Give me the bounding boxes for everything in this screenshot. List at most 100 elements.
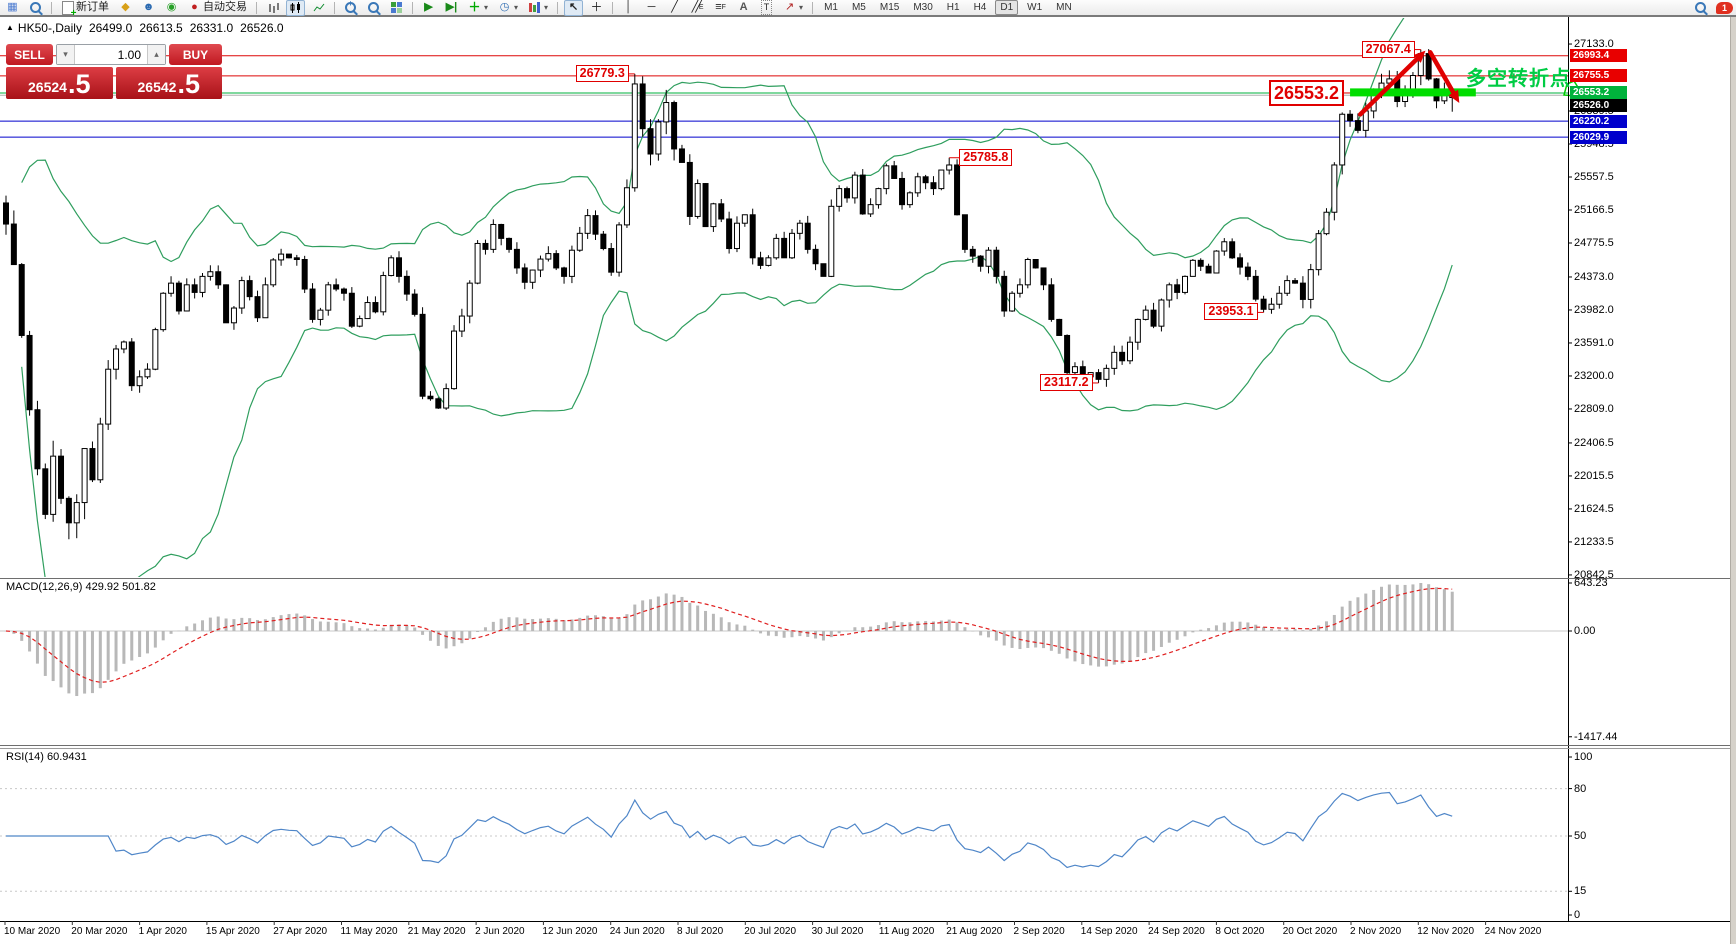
toolbar-separator xyxy=(612,1,614,14)
tile-windows-button[interactable] xyxy=(387,0,406,16)
scroll-right-icon: ▶ xyxy=(424,1,433,13)
date-axis-label: 24 Jun 2020 xyxy=(609,926,665,937)
sell-price-fraction: .5 xyxy=(67,69,91,99)
zoom-out-icon: − xyxy=(367,0,380,14)
vertical-line-tool-button[interactable]: │ xyxy=(619,0,638,16)
price-annotation: 25785.8 xyxy=(959,148,1013,166)
tiles-icon xyxy=(390,1,403,14)
price-axis-tick: 25557.5 xyxy=(1574,171,1614,183)
price-axis-tick: 25166.5 xyxy=(1574,204,1614,216)
date-axis-label: 2 Jun 2020 xyxy=(475,926,525,937)
window-edge-scrollbar[interactable] xyxy=(1730,15,1736,944)
price-axis-tick: 22015.5 xyxy=(1574,469,1614,482)
metaeditor-button[interactable]: ◆ xyxy=(116,0,135,16)
sell-price[interactable]: 26524 .5 xyxy=(6,67,113,99)
buy-button[interactable]: BUY xyxy=(169,44,222,65)
letter-a-icon: A xyxy=(739,1,748,13)
price-axis-tick: 24775.5 xyxy=(1574,237,1614,249)
price-annotation: 26553.2 xyxy=(1268,79,1345,106)
buy-price-fraction: .5 xyxy=(177,69,200,99)
bar-chart-mode-button[interactable] xyxy=(263,0,282,16)
new-order-label: 新订单 xyxy=(76,1,109,13)
clock-icon: ◷ xyxy=(499,1,510,13)
price-badge: 26993.4 xyxy=(1570,49,1627,63)
notification-badge[interactable]: 1 xyxy=(1716,1,1733,14)
date-axis-label: 30 Jul 2020 xyxy=(811,926,864,937)
toolbar-right-group: 1 xyxy=(1691,0,1736,16)
auto-scroll-button[interactable]: ▶ xyxy=(419,0,438,16)
cursor-icon: ↖ xyxy=(568,1,579,13)
price-badge: 26526.0 xyxy=(1570,98,1627,112)
toolbar-separator xyxy=(51,1,52,14)
zoom-out-button[interactable]: − xyxy=(364,0,383,16)
line-chart-mode-button[interactable] xyxy=(309,0,328,16)
arrows-tool-button[interactable]: ↗ ▾ xyxy=(780,0,806,16)
chart-window-icon: ▦ xyxy=(7,1,18,13)
date-axis-label: 2 Sep 2020 xyxy=(1013,926,1065,937)
timeframe-m30-button[interactable]: M30 xyxy=(913,2,933,13)
price-badge: 26553.2 xyxy=(1570,86,1627,100)
date-axis-label: 21 May 2020 xyxy=(407,926,466,937)
volume-decrease-button[interactable] xyxy=(57,45,75,64)
date-axis-label: 15 Apr 2020 xyxy=(205,926,260,937)
price-axis-tick: 22809.0 xyxy=(1574,402,1614,415)
sell-button[interactable]: SELL xyxy=(6,44,53,65)
search-icon xyxy=(1694,1,1707,14)
rsi-axis-tick: 50 xyxy=(1574,830,1587,842)
price-axis-tick: 20842.5 xyxy=(1574,568,1614,581)
signals-button[interactable]: ◉ xyxy=(162,0,181,16)
timeframe-w1-button[interactable]: W1 xyxy=(1027,2,1043,13)
letter-t-icon: T xyxy=(760,0,773,15)
buy-price[interactable]: 26542 .5 xyxy=(115,67,222,99)
date-axis-label: 20 Jul 2020 xyxy=(744,926,797,937)
new-chart-button[interactable]: ▦ xyxy=(3,0,22,16)
search-button[interactable] xyxy=(1691,0,1710,16)
timeframe-mn-button[interactable]: MN xyxy=(1056,2,1072,13)
price-badge: 26220.2 xyxy=(1570,114,1627,128)
candle-chart-mode-button[interactable] xyxy=(286,0,305,16)
templates-menu-button[interactable]: ▾ xyxy=(525,0,551,16)
rsi-axis-tick: 15 xyxy=(1574,885,1587,898)
profiles-button[interactable] xyxy=(26,0,45,16)
ohlc-open: 26499.0 xyxy=(88,21,133,35)
zoom-in-icon: + xyxy=(344,0,357,14)
periods-menu-button[interactable]: ◷ ▾ xyxy=(495,0,521,16)
timeframe-m1-button[interactable]: M1 xyxy=(824,2,838,13)
crosshair-icon: ＋ xyxy=(590,0,603,14)
fibonacci-tool-button[interactable]: ≡ F xyxy=(711,0,730,16)
new-order-button[interactable]: + 新订单 xyxy=(58,0,112,18)
timeframe-d1-button[interactable]: D1 xyxy=(995,0,1019,15)
horizontal-line-tool-button[interactable]: ─ xyxy=(642,0,661,16)
add-indicator-button[interactable]: ＋ ▾ xyxy=(465,0,491,16)
date-axis-label: 8 Jul 2020 xyxy=(677,926,724,937)
date-axis-label: 24 Sep 2020 xyxy=(1148,926,1205,937)
cursor-tool-button[interactable]: ↖ xyxy=(564,0,584,16)
price-axis-tick: 23982.0 xyxy=(1574,303,1614,316)
crosshair-tool-button[interactable]: ＋ xyxy=(587,0,606,16)
date-axis-label: 8 Oct 2020 xyxy=(1215,926,1265,937)
text-label-tool-button[interactable]: T xyxy=(757,0,776,16)
ohlc-low: 26331.0 xyxy=(189,21,234,35)
price-axis-tick: 23200.0 xyxy=(1574,369,1614,382)
timeframe-m5-button[interactable]: M5 xyxy=(851,2,866,13)
date-axis-label: 20 Mar 2020 xyxy=(71,926,128,937)
volume-increase-button[interactable] xyxy=(147,45,165,64)
volume-value[interactable]: 1.00 xyxy=(117,47,141,62)
channel-tool-button[interactable]: ╱╱ E xyxy=(688,0,707,16)
date-axis-label: 11 May 2020 xyxy=(340,926,398,937)
terminal-button[interactable]: ☻ xyxy=(139,0,158,16)
trendline-tool-button[interactable]: ╱ xyxy=(665,0,684,16)
text-tool-button[interactable]: A xyxy=(734,0,753,16)
macd-indicator-label: MACD(12,26,9) 429.92 501.82 xyxy=(6,581,156,593)
timeframe-h4-button[interactable]: H4 xyxy=(973,2,987,13)
rsi-axis-tick: 80 xyxy=(1574,782,1587,795)
person-icon: ☻ xyxy=(142,1,155,13)
price-axis-tick: 27133.0 xyxy=(1574,38,1614,51)
zoom-in-button[interactable]: + xyxy=(341,0,360,16)
diamond-icon: ◆ xyxy=(121,1,130,13)
autotrading-button[interactable]: ● 自动交易 xyxy=(185,0,250,16)
timeframe-h1-button[interactable]: H1 xyxy=(946,2,960,13)
chart-shift-button[interactable]: ▶| xyxy=(442,0,461,16)
timeframe-m15-button[interactable]: M15 xyxy=(879,2,900,13)
